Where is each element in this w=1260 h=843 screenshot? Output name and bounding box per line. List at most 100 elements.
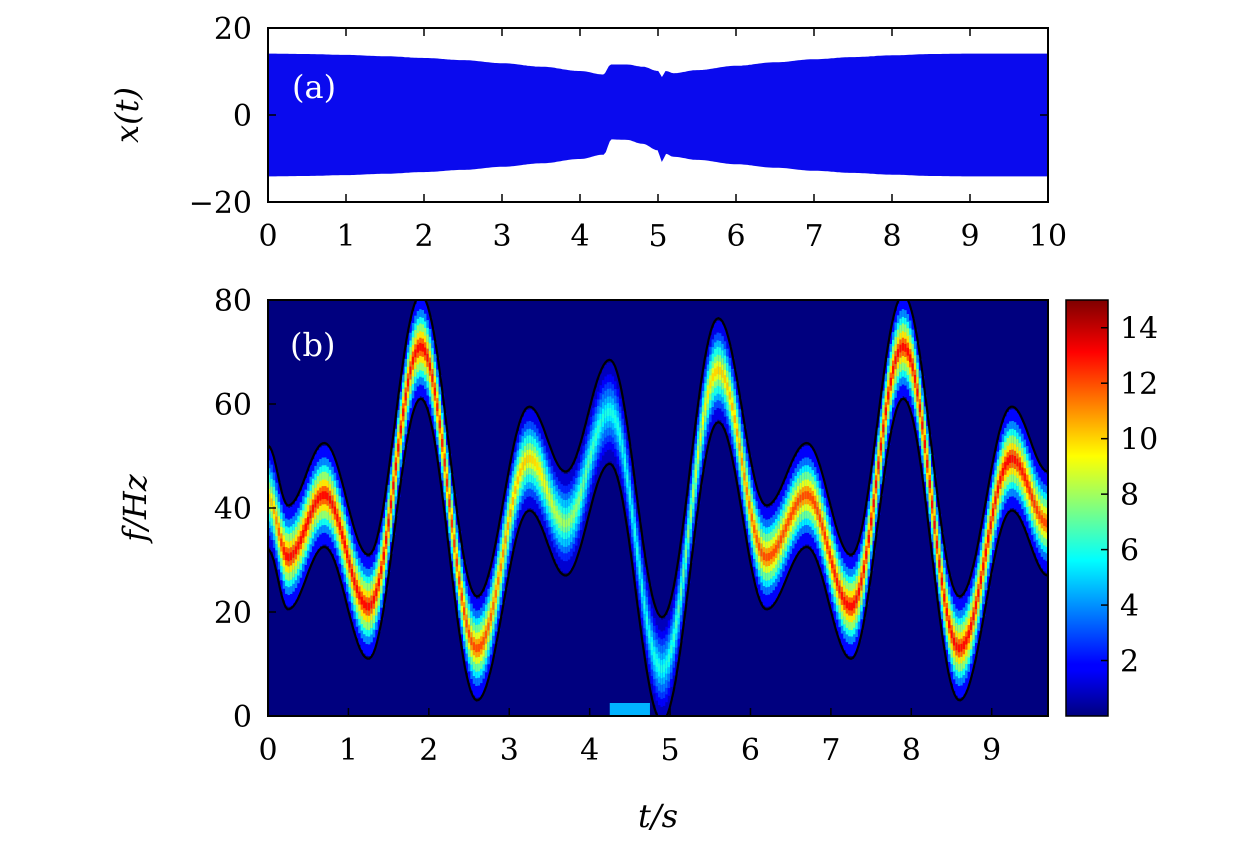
panel-a-xtick-label: 7 bbox=[804, 219, 823, 254]
heatmap-cell bbox=[679, 587, 684, 596]
heatmap-cell bbox=[916, 388, 920, 397]
heatmap-cell bbox=[1038, 511, 1042, 519]
heatmap-cell bbox=[952, 637, 957, 646]
heatmap-cell bbox=[648, 630, 652, 639]
heatmap-cell bbox=[911, 363, 915, 372]
heatmap-cell bbox=[689, 509, 693, 518]
heatmap-cell bbox=[499, 563, 503, 572]
heatmap-cell bbox=[324, 491, 328, 500]
heatmap-cell bbox=[375, 588, 379, 597]
panel-a-xtick-label: 10 bbox=[1029, 219, 1067, 254]
heatmap-cell bbox=[492, 602, 496, 610]
heatmap-cell bbox=[426, 353, 430, 362]
heatmap-cell bbox=[928, 480, 932, 488]
heatmap-cell bbox=[677, 604, 681, 613]
ridge-upper-boundary-line bbox=[268, 300, 1048, 619]
heatmap-cell bbox=[294, 546, 299, 555]
heatmap-cell bbox=[484, 630, 489, 639]
heatmap-cell bbox=[643, 600, 647, 609]
heatmap-cell bbox=[338, 522, 342, 530]
heatmap-cell bbox=[1043, 518, 1047, 526]
heatmap-cell bbox=[870, 517, 874, 526]
heatmap-cell bbox=[675, 620, 679, 629]
heatmap-cell bbox=[436, 403, 440, 412]
panel-b-xtick-label: 1 bbox=[339, 733, 358, 768]
heatmap-cell bbox=[541, 472, 545, 481]
heatmap-cell bbox=[857, 587, 862, 596]
heatmap-cell bbox=[433, 387, 437, 396]
heatmap-cell bbox=[626, 474, 630, 483]
heatmap-cell bbox=[282, 547, 286, 555]
heatmap-cell bbox=[931, 500, 935, 509]
heatmap-cell bbox=[721, 369, 725, 378]
panel-a-xtick-label: 4 bbox=[570, 219, 589, 254]
heatmap-cell bbox=[589, 450, 593, 459]
heatmap-cell bbox=[692, 489, 696, 498]
heatmap-cell bbox=[404, 392, 408, 401]
heatmap-cell bbox=[477, 643, 481, 652]
heatmap-cell bbox=[1009, 455, 1013, 463]
heatmap-cell bbox=[570, 514, 574, 523]
heatmap-cell bbox=[502, 549, 506, 558]
heatmap-cell bbox=[553, 505, 557, 514]
heatmap-cell bbox=[760, 548, 764, 557]
heatmap-cell bbox=[901, 342, 905, 351]
heatmap-cell bbox=[1021, 467, 1025, 476]
panel-b-xtick-label: 0 bbox=[258, 733, 277, 768]
heatmap-cell bbox=[933, 520, 937, 529]
heatmap-cell bbox=[628, 491, 632, 500]
heatmap-cell bbox=[775, 545, 779, 553]
heatmap-cell bbox=[704, 402, 708, 411]
heatmap-cell bbox=[272, 506, 277, 515]
heatmap-cell bbox=[789, 512, 793, 521]
heatmap-cell bbox=[831, 560, 835, 569]
heatmap-cell bbox=[372, 595, 377, 604]
colorbar-tick-label: 2 bbox=[1120, 645, 1139, 680]
heatmap-cell bbox=[806, 491, 810, 500]
heatmap-cell bbox=[723, 375, 728, 383]
heatmap-cell bbox=[316, 495, 320, 504]
heatmap-cell bbox=[285, 552, 289, 561]
heatmap-cell bbox=[609, 408, 613, 416]
heatmap-cell bbox=[767, 552, 771, 561]
heatmap-cell bbox=[655, 658, 659, 667]
heatmap-cell bbox=[882, 424, 886, 433]
heatmap-cell bbox=[438, 420, 442, 429]
heatmap-cell bbox=[577, 496, 581, 505]
heatmap-cell bbox=[862, 565, 866, 574]
heatmap-cell bbox=[516, 476, 520, 485]
heatmap-cell bbox=[328, 495, 333, 504]
heatmap-cell bbox=[979, 576, 983, 584]
panel-b-xtick-label: 6 bbox=[741, 733, 760, 768]
panel-b-xlabel: t/s bbox=[638, 797, 678, 835]
heatmap-cell bbox=[697, 450, 701, 459]
heatmap-cell bbox=[809, 492, 813, 501]
heatmap-cell bbox=[645, 616, 650, 625]
heatmap-cell bbox=[519, 468, 523, 477]
heatmap-cell bbox=[777, 540, 781, 549]
heatmap-cell bbox=[684, 549, 689, 558]
heatmap-cell bbox=[299, 536, 303, 544]
heatmap-cell bbox=[321, 491, 325, 500]
panel-b-xtick-label: 7 bbox=[821, 733, 840, 768]
heatmap-cell bbox=[443, 458, 447, 467]
heatmap-cell bbox=[699, 433, 703, 441]
heatmap-cell bbox=[560, 517, 564, 526]
heatmap-cell bbox=[948, 620, 952, 629]
heatmap-cell bbox=[938, 559, 942, 568]
heatmap-cell bbox=[277, 527, 281, 536]
panel-b-ytick-label: 80 bbox=[214, 284, 252, 319]
panel-a-plot-area bbox=[268, 53, 1048, 177]
panel-a-xtick-label: 5 bbox=[648, 219, 667, 254]
heatmap-cell bbox=[458, 576, 462, 585]
heatmap-cell bbox=[514, 486, 518, 494]
panel-b-plot-area bbox=[268, 300, 1048, 716]
heatmap-cell bbox=[694, 469, 698, 478]
heatmap-cell bbox=[470, 637, 474, 646]
heatmap-cell bbox=[950, 630, 954, 639]
heatmap-cell bbox=[346, 550, 350, 559]
heatmap-cell bbox=[967, 630, 971, 639]
heatmap-cell bbox=[601, 413, 606, 422]
